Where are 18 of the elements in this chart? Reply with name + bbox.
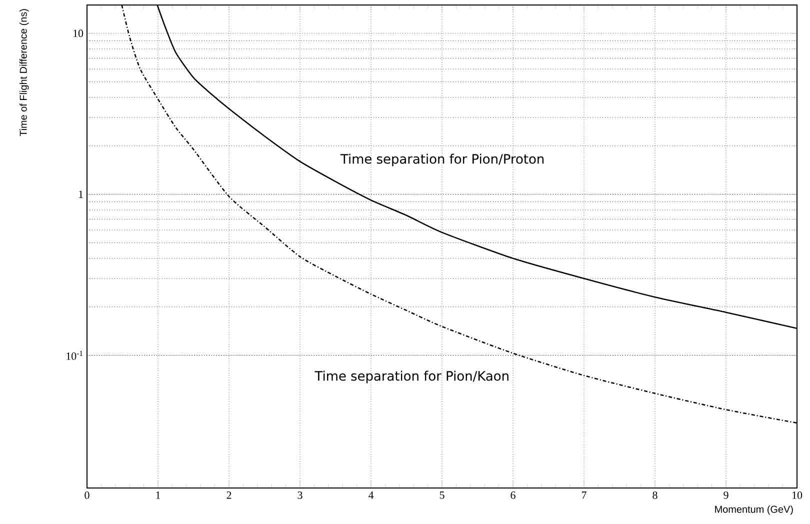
- x-axis-title: Momentum (GeV): [715, 506, 793, 515]
- y-tick-label: 1: [78, 190, 83, 198]
- x-tick-label: 9: [724, 492, 728, 499]
- x-tick-label: 5: [440, 492, 444, 499]
- y-axis-title: Time of Flight Difference (ns): [20, 9, 29, 136]
- series-label: Time separation for Pion/Proton: [340, 154, 544, 166]
- y-tick-label: 10: [74, 30, 84, 38]
- x-tick-label: 1: [156, 492, 160, 499]
- x-tick-label: 7: [582, 492, 586, 499]
- y-tick-label: 10$^{-1}$: [66, 350, 83, 360]
- x-tick-label: 2: [226, 492, 232, 499]
- x-tick-label: 0: [84, 492, 90, 499]
- x-tick-label: 10: [792, 492, 802, 499]
- x-tick-label: 8: [652, 492, 658, 499]
- x-tick-label: 4: [368, 492, 374, 499]
- x-tick-label: 6: [510, 492, 516, 499]
- series-label: Time separation for Pion/Kaon: [314, 370, 508, 384]
- x-tick-label: 3: [298, 492, 302, 499]
